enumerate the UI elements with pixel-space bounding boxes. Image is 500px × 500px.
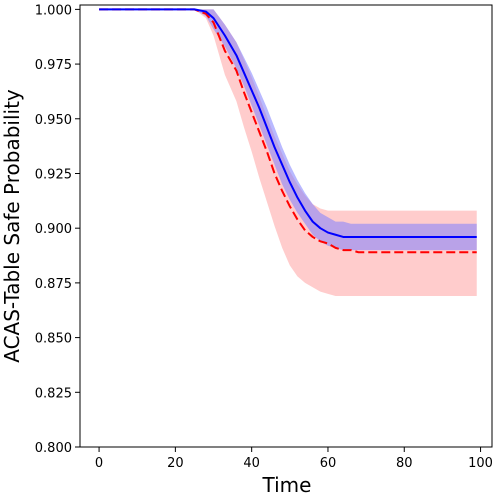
plot-frame	[79, 4, 493, 448]
y-axis-ticks: 0.800 0.825 0.850 0.875 0.900 0.925 0.950 0.975…	[35, 3, 80, 456]
y-tick-label: 0.875	[35, 277, 72, 292]
series-line-2	[99, 8, 477, 254]
y-tick-label: 0.825	[35, 386, 72, 401]
x-tick-label: 100	[468, 456, 493, 471]
x-axis-label: Time	[262, 473, 312, 497]
y-tick-label: 0.950	[35, 113, 72, 128]
confidence-bands	[99, 9, 477, 297]
y-tick-label: 1.000	[35, 3, 72, 18]
x-axis-ticks: 0 20 40 60 80 100	[95, 447, 493, 471]
y-tick-label: 0.925	[35, 167, 72, 182]
y-tick-label: 0.850	[35, 332, 72, 347]
x-tick-label: 0	[95, 456, 103, 471]
y-tick-label: 0.975	[35, 58, 72, 73]
x-tick-label: 60	[320, 456, 337, 471]
x-tick-label: 40	[243, 456, 260, 471]
series-lines	[99, 8, 477, 254]
series-line-1	[99, 8, 477, 238]
y-tick-label: 0.900	[35, 222, 72, 237]
x-tick-label: 80	[396, 456, 413, 471]
confidence-band-1	[99, 9, 477, 251]
y-axis-label: ACAS-Table Safe Probability	[0, 89, 24, 363]
x-tick-label: 20	[167, 456, 184, 471]
y-tick-label: 0.800	[35, 441, 72, 456]
confidence-band-2	[99, 9, 477, 297]
